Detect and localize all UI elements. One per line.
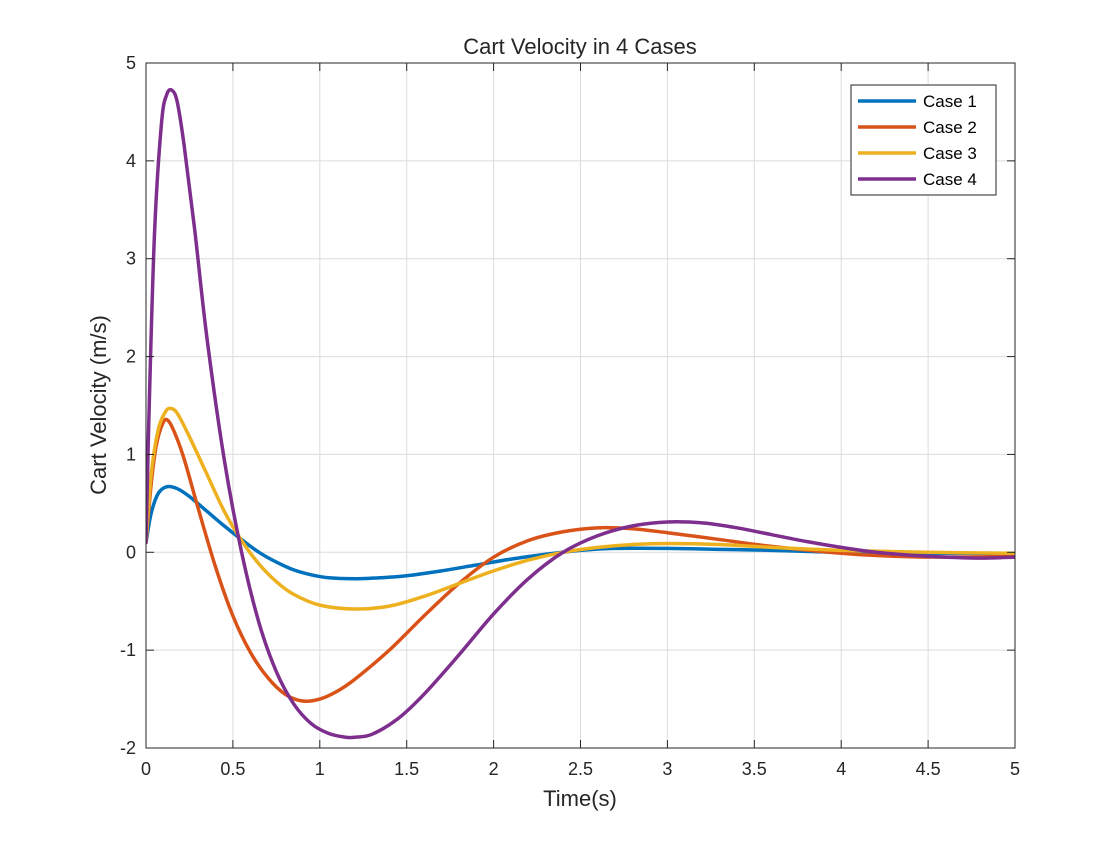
x-tick-label: 0.5 bbox=[220, 759, 245, 779]
x-tick-label: 2.5 bbox=[568, 759, 593, 779]
y-tick-label: 5 bbox=[126, 53, 136, 73]
y-tick-label: 1 bbox=[126, 444, 136, 464]
x-tick-label: 1 bbox=[315, 759, 325, 779]
series-line-case-3 bbox=[146, 406, 1015, 611]
y-tick-label: 4 bbox=[126, 151, 136, 171]
legend-item-case-1: Case 1 bbox=[858, 92, 977, 111]
legend-label: Case 3 bbox=[923, 144, 977, 163]
y-tick-label: -1 bbox=[120, 640, 136, 660]
series-line-case-4 bbox=[146, 87, 1015, 740]
chart-title: Cart Velocity in 4 Cases bbox=[463, 34, 697, 59]
legend: Case 1 Case 2 Case 3 Case 4 bbox=[850, 84, 997, 196]
x-tick-label: 2 bbox=[489, 759, 499, 779]
y-tick-label: -2 bbox=[120, 738, 136, 758]
legend-box bbox=[850, 84, 997, 196]
y-tick-label: 3 bbox=[126, 249, 136, 269]
x-tick-label: 4 bbox=[836, 759, 846, 779]
x-tick-label: 3 bbox=[662, 759, 672, 779]
axis-ticks: 0 0.5 1 1.5 2 2.5 3 3.5 4 4.5 5 -2 -1 0 1 2 3 4 5 bbox=[120, 53, 1020, 779]
series-line-case-1 bbox=[146, 484, 1015, 581]
x-tick-label: 1.5 bbox=[394, 759, 419, 779]
legend-label: Case 1 bbox=[923, 92, 977, 111]
y-tick-label: 0 bbox=[126, 542, 136, 562]
y-axis-label: Cart Velocity (m/s) bbox=[86, 315, 111, 495]
x-axis-label: Time(s) bbox=[543, 786, 617, 811]
x-tick-label: 3.5 bbox=[742, 759, 767, 779]
x-tick-label: 5 bbox=[1010, 759, 1020, 779]
x-tick-label: 4.5 bbox=[916, 759, 941, 779]
series-line-case-2 bbox=[146, 417, 1015, 704]
legend-item-case-4: Case 4 bbox=[858, 170, 977, 189]
y-tick-label: 2 bbox=[126, 347, 136, 367]
legend-item-case-2: Case 2 bbox=[858, 118, 977, 137]
legend-label: Case 2 bbox=[923, 118, 977, 137]
x-tick-label: 0 bbox=[141, 759, 151, 779]
series-lines bbox=[146, 87, 1015, 740]
legend-items: Case 1 Case 2 Case 3 Case 4 bbox=[858, 92, 977, 189]
legend-item-case-3: Case 3 bbox=[858, 144, 977, 163]
legend-label: Case 4 bbox=[923, 170, 977, 189]
